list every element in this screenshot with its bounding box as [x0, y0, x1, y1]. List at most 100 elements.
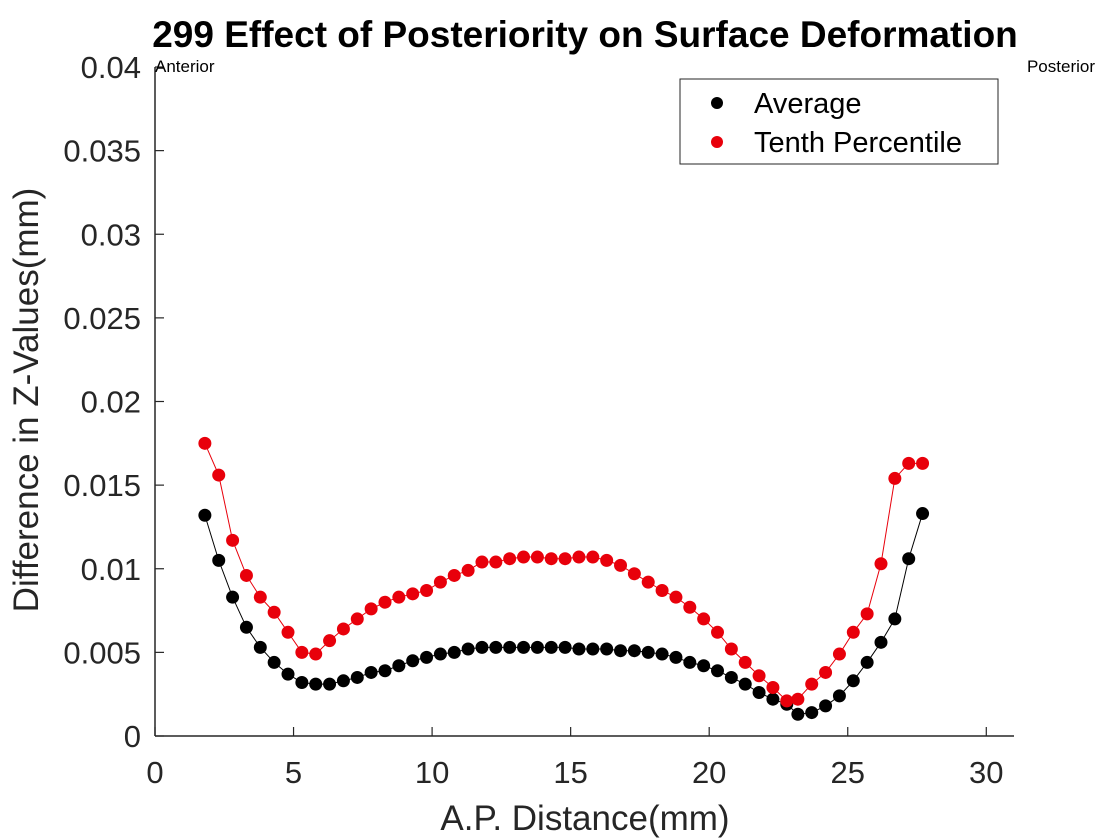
data-point-average [239, 620, 253, 634]
data-point-tenth-percentile [489, 555, 503, 569]
data-point-average [406, 654, 420, 668]
data-point-average [323, 677, 337, 691]
data-point-tenth-percentile [517, 550, 531, 564]
data-point-average [530, 640, 544, 654]
data-point-average [697, 659, 711, 673]
y-tick-label: 0.035 [63, 134, 141, 169]
x-tick-label: 0 [146, 755, 163, 790]
data-point-tenth-percentile [738, 655, 752, 669]
data-point-tenth-percentile [350, 612, 364, 626]
data-point-tenth-percentile [627, 567, 641, 581]
data-point-tenth-percentile [198, 436, 212, 450]
data-point-tenth-percentile [586, 550, 600, 564]
data-point-average [683, 655, 697, 669]
data-point-tenth-percentile [336, 622, 350, 636]
annotation-posterior: Posterior [1027, 57, 1095, 76]
data-point-average [860, 655, 874, 669]
data-point-average [336, 674, 350, 688]
x-axis-title: A.P. Distance(mm) [440, 799, 729, 838]
annotation-anterior: Anterior [155, 57, 215, 76]
data-point-tenth-percentile [295, 645, 309, 659]
data-point-average [198, 508, 212, 522]
data-point-average [902, 552, 916, 566]
data-point-average [489, 640, 503, 654]
data-point-tenth-percentile [226, 533, 240, 547]
data-point-average [888, 612, 902, 626]
data-point-average [724, 670, 738, 684]
data-point-tenth-percentile [392, 590, 406, 604]
data-point-tenth-percentile [420, 583, 434, 597]
legend-box [679, 78, 999, 165]
data-point-average [711, 664, 725, 678]
data-point-average [309, 677, 323, 691]
data-point-tenth-percentile [916, 456, 930, 470]
data-point-average [461, 642, 475, 656]
data-point-tenth-percentile [406, 587, 420, 601]
data-point-tenth-percentile [267, 605, 281, 619]
data-point-tenth-percentile [902, 456, 916, 470]
data-point-average [364, 665, 378, 679]
data-point-average [791, 707, 805, 721]
data-point-average [738, 677, 752, 691]
data-point-average [253, 640, 267, 654]
data-point-tenth-percentile [874, 557, 888, 571]
x-tick-label: 30 [969, 755, 1003, 790]
data-point-tenth-percentile [447, 568, 461, 582]
data-point-average [846, 674, 860, 688]
data-point-average [641, 645, 655, 659]
data-point-tenth-percentile [212, 468, 226, 482]
data-point-average [517, 640, 531, 654]
legend-marker-average [711, 97, 723, 109]
data-point-average [752, 686, 766, 700]
data-point-tenth-percentile [475, 555, 489, 569]
data-point-average [572, 642, 586, 656]
data-point-tenth-percentile [530, 550, 544, 564]
data-point-tenth-percentile [364, 602, 378, 616]
chart-title: 299 Effect of Posteriority on Surface De… [152, 14, 1018, 55]
data-point-average [420, 650, 434, 664]
data-point-tenth-percentile [752, 669, 766, 683]
data-point-tenth-percentile [669, 590, 683, 604]
x-tick-label: 20 [692, 755, 726, 790]
data-point-tenth-percentile [281, 625, 295, 639]
y-tick-label: 0.02 [81, 385, 141, 420]
data-point-average [916, 507, 930, 521]
data-point-tenth-percentile [323, 634, 337, 648]
data-point-tenth-percentile [600, 553, 614, 567]
data-point-average [295, 675, 309, 689]
data-point-tenth-percentile [724, 642, 738, 656]
data-point-tenth-percentile [253, 590, 267, 604]
data-point-tenth-percentile [780, 694, 794, 708]
data-point-tenth-percentile [544, 552, 558, 566]
legend-label-tenth-percentile: Tenth Percentile [754, 127, 962, 159]
data-point-tenth-percentile [766, 680, 780, 694]
data-point-average [392, 659, 406, 673]
y-axis-title: Difference in Z-Values(mm) [7, 188, 46, 613]
data-point-average [614, 644, 628, 658]
data-point-tenth-percentile [791, 692, 805, 706]
y-tick-label: 0.015 [63, 468, 141, 503]
data-point-tenth-percentile [832, 647, 846, 661]
data-point-tenth-percentile [888, 471, 902, 485]
data-point-average [669, 650, 683, 664]
data-point-average [503, 640, 517, 654]
y-tick-label: 0.01 [81, 552, 141, 587]
x-tick-label: 25 [830, 755, 864, 790]
data-point-average [586, 642, 600, 656]
legend: Average Tenth Percentile [679, 78, 999, 165]
data-point-average [378, 664, 392, 678]
legend-label-average: Average [754, 88, 862, 120]
legend-marker-tenth-percentile [711, 136, 723, 148]
y-ticks: 0 0.005 0.01 0.015 0.02 0.025 0.03 0.035 0.04 [63, 50, 164, 754]
data-point-average [544, 640, 558, 654]
y-tick-label: 0.025 [63, 301, 141, 336]
data-point-tenth-percentile [697, 612, 711, 626]
data-point-tenth-percentile [461, 563, 475, 577]
data-point-average [600, 642, 614, 656]
data-point-average [212, 553, 226, 567]
data-point-average [350, 670, 364, 684]
data-point-average [819, 699, 833, 713]
data-point-average [447, 645, 461, 659]
data-point-tenth-percentile [378, 595, 392, 609]
